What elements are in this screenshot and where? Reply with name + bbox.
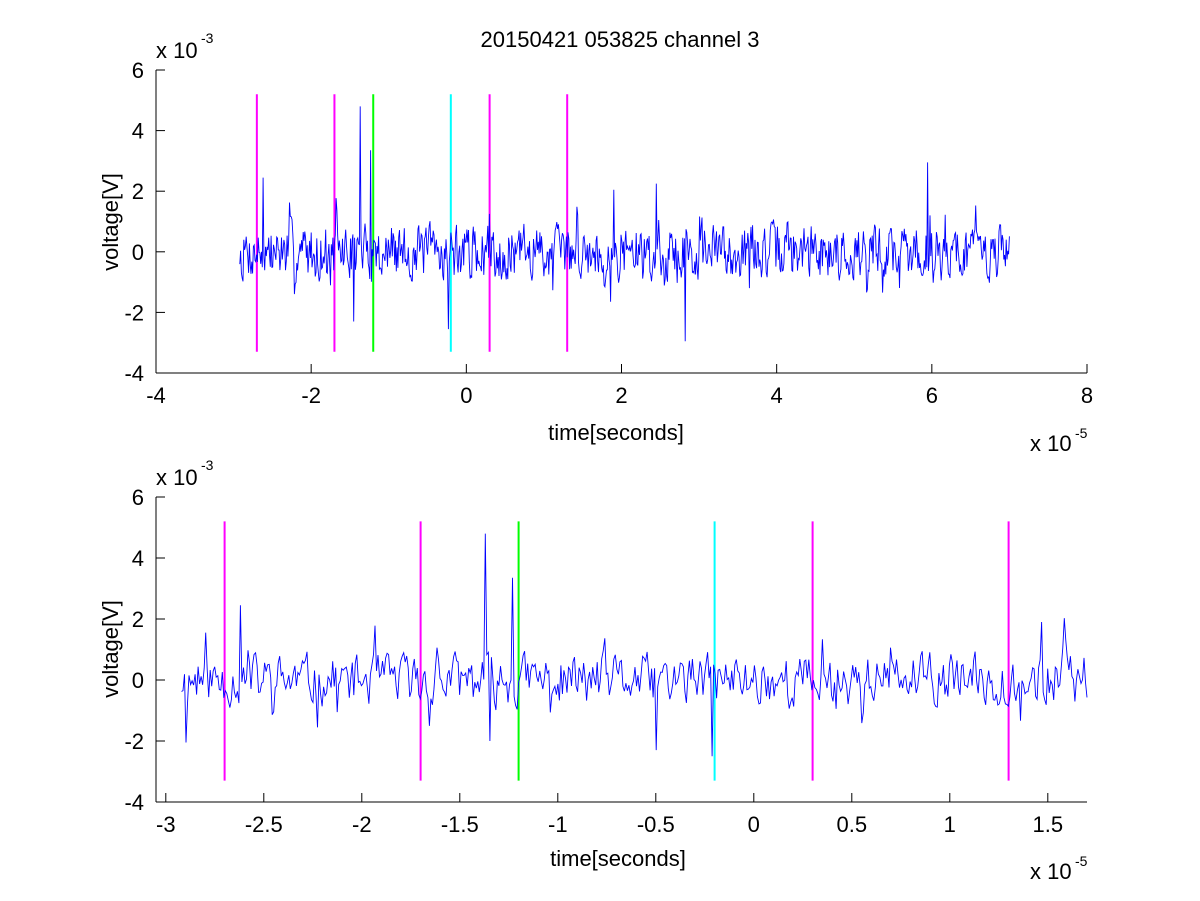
x-tick-label: -2 <box>352 812 372 837</box>
x-tick-label: 4 <box>771 383 783 408</box>
x-tick-label: 1 <box>944 812 956 837</box>
top-plot-marker-lines <box>255 94 569 352</box>
y-tick-label: 4 <box>132 119 144 144</box>
y-tick-label: 2 <box>132 179 144 204</box>
bottom-plot-x-label: time[seconds] <box>550 846 686 871</box>
top-plot-y-ticks: -4 -2 0 2 4 6 <box>124 58 165 386</box>
x-tick-label: 8 <box>1081 383 1093 408</box>
top-plot-y-exponent-base: x 10 <box>156 38 198 63</box>
bottom-plot-marker-lines <box>223 521 1010 781</box>
top-plot-title: 20150421 053825 channel 3 <box>481 27 760 52</box>
y-tick-label: -2 <box>124 729 144 754</box>
y-tick-label: 6 <box>132 485 144 510</box>
x-tick-label: -1 <box>548 812 568 837</box>
x-tick-label: 2 <box>615 383 627 408</box>
top-plot-y-label: voltage[V] <box>98 173 123 271</box>
top-plot-y-exponent: -3 <box>201 30 214 46</box>
x-tick-label: 6 <box>926 383 938 408</box>
top-plot-x-label: time[seconds] <box>548 420 684 445</box>
x-tick-label: 0 <box>748 812 760 837</box>
y-tick-label: -4 <box>124 790 144 815</box>
top-plot: 20150421 053825 channel 3 -4 -2 0 2 4 6 8 -4 -2… <box>98 27 1093 456</box>
bottom-plot-y-exponent: -3 <box>201 457 214 473</box>
top-plot-x-exponent: -5 <box>1075 425 1088 441</box>
top-plot-x-ticks: -4 -2 0 2 4 6 8 <box>146 364 1093 408</box>
y-tick-label: 0 <box>132 240 144 265</box>
x-tick-label: 0 <box>460 383 472 408</box>
y-tick-label: -4 <box>124 361 144 386</box>
top-plot-x-exponent-base: x 10 <box>1030 431 1072 456</box>
signal-line <box>239 106 1010 342</box>
x-tick-label: -2.5 <box>245 812 283 837</box>
y-tick-label: -2 <box>124 300 144 325</box>
bottom-plot-x-ticks: -3 -2.5 -2 -1.5 -1 -0.5 0 0.5 1 1.5 <box>156 793 1063 837</box>
top-plot-trace <box>239 106 1010 342</box>
bottom-plot-y-label: voltage[V] <box>98 600 123 698</box>
bottom-plot-y-ticks: -4 -2 0 2 4 6 <box>124 485 165 815</box>
bottom-plot-trace <box>181 533 1088 757</box>
x-tick-label: 0.5 <box>837 812 868 837</box>
x-tick-label: -2 <box>301 383 321 408</box>
signal-line <box>181 533 1088 757</box>
x-tick-label: -4 <box>146 383 166 408</box>
bottom-plot: -3 -2.5 -2 -1.5 -1 -0.5 0 0.5 1 1.5 -4 -2 0 2 4 6 time… <box>98 457 1088 884</box>
x-tick-label: 1.5 <box>1033 812 1064 837</box>
y-tick-label: 2 <box>132 607 144 632</box>
y-tick-label: 4 <box>132 546 144 571</box>
bottom-plot-y-exponent-base: x 10 <box>156 465 198 490</box>
y-tick-label: 6 <box>132 58 144 83</box>
x-tick-label: -0.5 <box>637 812 675 837</box>
y-tick-label: 0 <box>132 668 144 693</box>
bottom-plot-axes <box>155 497 1087 803</box>
bottom-plot-x-exponent-base: x 10 <box>1030 859 1072 884</box>
bottom-plot-x-exponent: -5 <box>1075 853 1088 869</box>
x-tick-label: -3 <box>156 812 176 837</box>
x-tick-label: -1.5 <box>441 812 479 837</box>
